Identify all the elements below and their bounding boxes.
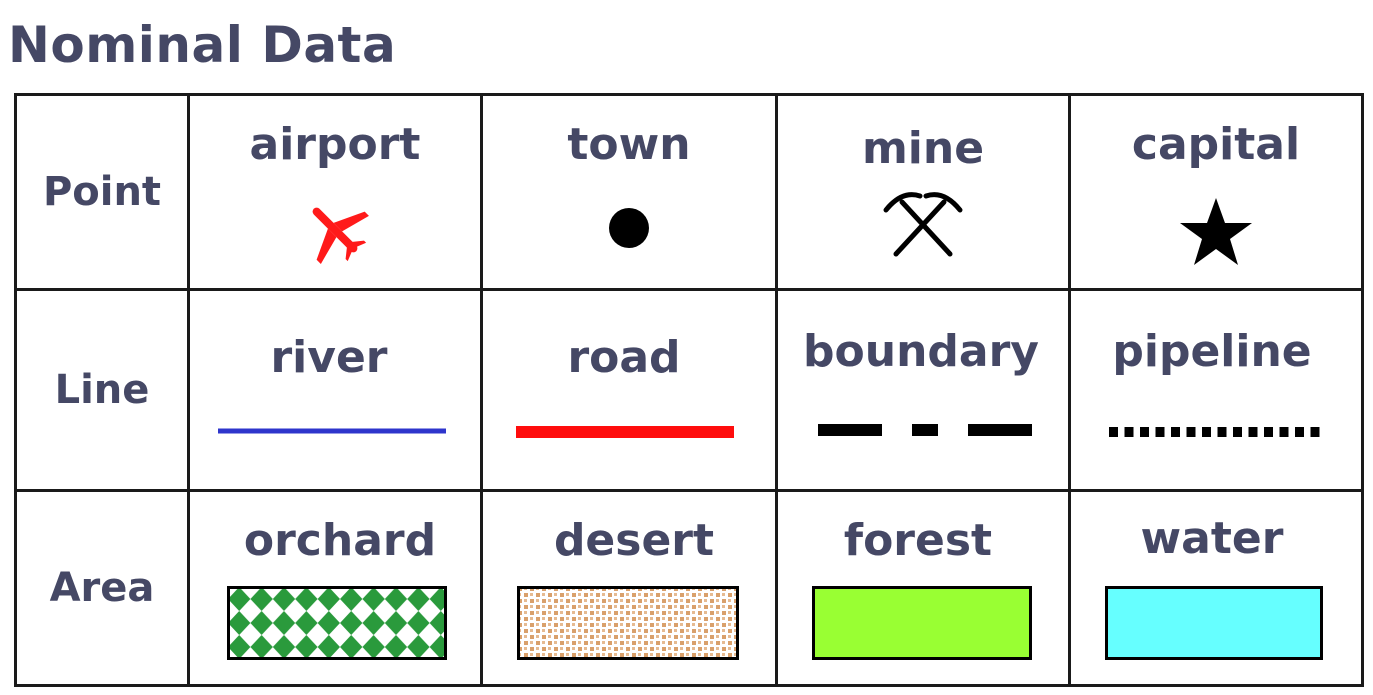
item-label-forest: forest	[843, 515, 993, 566]
item-label-road: road	[567, 332, 681, 383]
row-label-point: Point	[17, 96, 190, 291]
cell-road: road	[483, 291, 778, 492]
item-label-mine: mine	[861, 123, 985, 174]
cell-river: river	[190, 291, 483, 492]
item-label-pipeline: pipeline	[1112, 326, 1312, 377]
solid-fill-water	[1105, 586, 1323, 660]
cell-pipeline: pipeline	[1071, 291, 1361, 492]
diamond-pattern-fill	[227, 586, 447, 660]
item-label-desert: desert	[553, 515, 715, 566]
cell-town: town	[483, 96, 778, 291]
cell-boundary: boundary	[778, 291, 1071, 492]
cell-airport: airport	[190, 96, 483, 291]
cell-orchard: orchard	[190, 492, 483, 684]
row-label-line: Line	[17, 291, 190, 492]
crossed-pickaxes-icon	[878, 188, 968, 260]
cell-mine: mine	[778, 96, 1071, 291]
stipple-pattern-fill	[517, 586, 739, 660]
airplane-icon	[295, 194, 375, 266]
item-label-boundary: boundary	[803, 326, 1039, 377]
solid-line-icon	[218, 427, 448, 435]
cell-capital: capital	[1071, 96, 1361, 291]
item-label-capital: capital	[1131, 119, 1301, 170]
solid-line-icon	[516, 425, 736, 439]
cell-forest: forest	[778, 492, 1071, 684]
item-label-orchard: orchard	[243, 515, 437, 566]
item-label-town: town	[567, 119, 691, 170]
item-label-water: water	[1140, 513, 1284, 564]
star-icon	[1178, 196, 1254, 268]
item-label-airport: airport	[249, 119, 421, 170]
solid-fill-forest	[812, 586, 1032, 660]
row-label-area: Area	[17, 492, 190, 684]
cell-desert: desert	[483, 492, 778, 684]
dotted-line-icon	[1107, 426, 1325, 438]
dash-dot-line-icon	[814, 423, 1034, 437]
item-label-river: river	[270, 332, 388, 383]
cell-water: water	[1071, 492, 1361, 684]
page-title: Nominal Data	[8, 16, 397, 74]
nominal-data-table: Point airport town mine	[14, 93, 1364, 687]
dot-icon	[607, 206, 651, 250]
